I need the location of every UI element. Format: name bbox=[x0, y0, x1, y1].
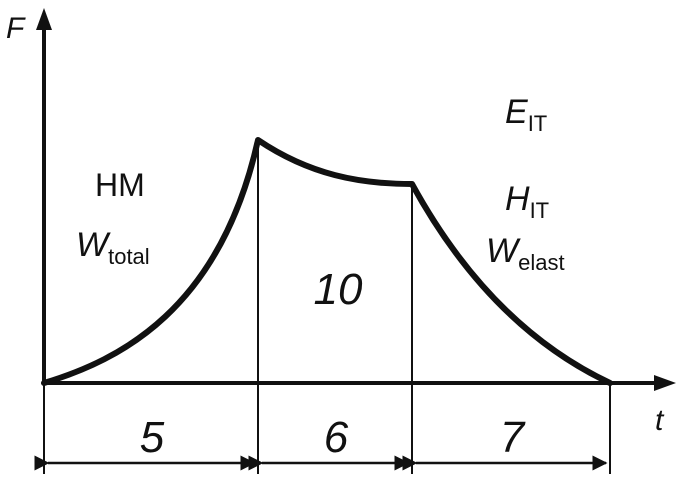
x-axis-arrow bbox=[654, 375, 676, 391]
force-curve bbox=[41, 137, 613, 386]
label-h-it: HIT bbox=[505, 180, 549, 223]
label-w-elast: Welast bbox=[486, 232, 565, 275]
interval-label-6: 6 bbox=[324, 413, 349, 462]
label-e-it: EIT bbox=[505, 93, 547, 136]
interval-label-7: 7 bbox=[500, 413, 526, 462]
y-axis-arrow bbox=[36, 8, 52, 30]
y-axis-label: F bbox=[6, 12, 26, 45]
interval-label-5: 5 bbox=[140, 413, 165, 462]
label-hm: HM bbox=[95, 167, 145, 203]
x-axis-label: t bbox=[655, 404, 665, 437]
label-w-total: Wtotal bbox=[76, 226, 150, 269]
hold-marker-label: 10 bbox=[314, 265, 363, 314]
